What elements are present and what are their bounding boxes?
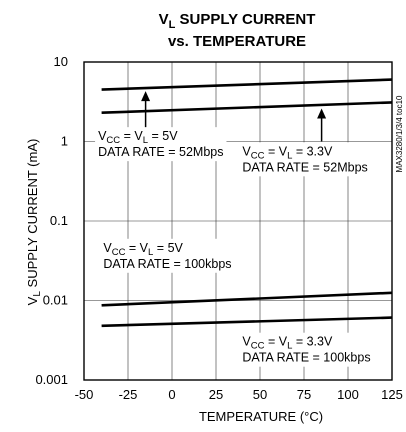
arrows bbox=[141, 91, 327, 142]
y-axis-title-v: V bbox=[25, 296, 40, 305]
x-tick-label: -50 bbox=[75, 387, 94, 402]
annotation-line1: VCC = VL = 3.3V bbox=[242, 144, 333, 161]
x-tick-label: 100 bbox=[337, 387, 359, 402]
annotation-line1: VCC = VL = 5V bbox=[98, 129, 178, 146]
x-tick-label: -25 bbox=[119, 387, 138, 402]
annotation-line2: DATA RATE = 52Mbps bbox=[98, 145, 223, 159]
series-line-2 bbox=[101, 101, 393, 114]
y-axis-title-rest: SUPPLY CURRENT (mA) bbox=[25, 139, 40, 291]
annotation-line2: DATA RATE = 100kbps bbox=[103, 257, 231, 271]
annotation-background bbox=[95, 127, 227, 162]
y-tick-label: 1 bbox=[61, 134, 68, 149]
series-line-3 bbox=[101, 291, 393, 307]
chart-title-rest: SUPPLY CURRENT bbox=[175, 11, 315, 28]
grid bbox=[84, 62, 392, 380]
chart-title-line1: VL SUPPLY CURRENT bbox=[159, 11, 316, 31]
x-tick-label: 50 bbox=[253, 387, 267, 402]
series-line-1 bbox=[101, 78, 393, 91]
arrow-head bbox=[141, 91, 151, 102]
y-axis-title: VL SUPPLY CURRENT (mA) bbox=[25, 139, 43, 306]
y-tick-label: 0.01 bbox=[43, 293, 68, 308]
annotation-background bbox=[239, 142, 371, 177]
y-tick-label: 0.1 bbox=[50, 213, 68, 228]
y-tick-label: 0.001 bbox=[35, 372, 68, 387]
chart-title-v: V bbox=[159, 11, 169, 28]
y-axis-title-sub: L bbox=[32, 291, 43, 297]
x-axis-title: TEMPERATURE (°C) bbox=[199, 409, 323, 424]
x-tick-label: 0 bbox=[168, 387, 175, 402]
arrow-head bbox=[317, 108, 327, 119]
x-tick-label: 75 bbox=[297, 387, 311, 402]
side-code: MAX3280/1/3/4 toc10 bbox=[395, 95, 404, 172]
x-tick-label: 25 bbox=[209, 387, 223, 402]
series-line-4 bbox=[101, 316, 393, 328]
tick-labels: -50 -25 0 25 50 75 100 125 10 1 0.1 0.01 0.001 bbox=[35, 54, 402, 402]
annotation-line2: DATA RATE = 52Mbps bbox=[242, 160, 367, 174]
y-tick-label: 10 bbox=[54, 54, 68, 69]
annotation-line2: DATA RATE = 100kbps bbox=[242, 351, 370, 365]
x-tick-label: 125 bbox=[381, 387, 403, 402]
series-group bbox=[101, 78, 393, 328]
chart-title-line2: vs. TEMPERATURE bbox=[168, 33, 306, 50]
plot-frame bbox=[83, 61, 393, 381]
annotation-line1: VCC = VL = 5V bbox=[103, 241, 183, 258]
annotation-background bbox=[100, 238, 235, 273]
annotation-line1: VCC = VL = 3.3V bbox=[242, 335, 333, 352]
chart-title-sub: L bbox=[169, 19, 176, 31]
annotation-background bbox=[239, 332, 374, 367]
